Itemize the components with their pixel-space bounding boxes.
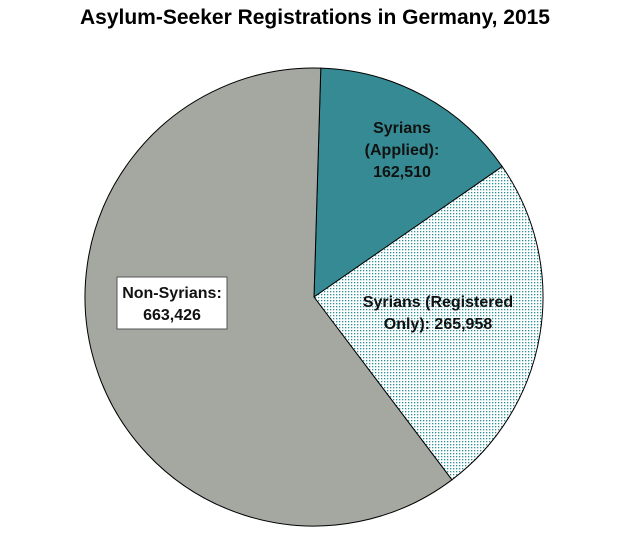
pie-slice bbox=[84, 67, 453, 527]
data-label: 162,510 bbox=[373, 164, 431, 181]
data-label: Non-Syrians: bbox=[122, 285, 222, 302]
data-label: Syrians bbox=[373, 120, 431, 137]
pie-slice bbox=[313, 165, 544, 481]
pie-slice bbox=[313, 67, 503, 298]
chart-title: Asylum-Seeker Registrations in Germany, … bbox=[80, 6, 550, 29]
data-label: Syrians (Registered bbox=[363, 294, 513, 311]
data-label-box bbox=[116, 276, 228, 330]
data-label: 663,426 bbox=[143, 307, 201, 324]
data-label: Only): 265,958 bbox=[384, 316, 493, 333]
data-label: (Applied): bbox=[365, 142, 440, 159]
